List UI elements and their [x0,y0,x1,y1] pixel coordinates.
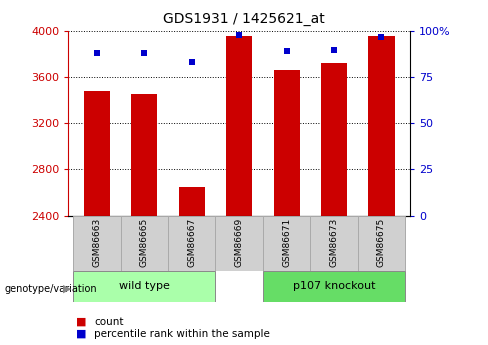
Bar [273,70,300,216]
Text: GSM86663: GSM86663 [92,217,102,267]
Point [188,60,196,65]
Text: GSM86667: GSM86667 [187,217,196,267]
Text: p107 knockout: p107 knockout [293,282,375,291]
Point [283,49,290,54]
Text: ■: ■ [76,317,86,326]
Text: percentile rank within the sample: percentile rank within the sample [94,329,270,339]
Bar [263,216,310,271]
Bar [310,216,358,271]
Bar [358,216,405,271]
Bar [131,95,157,216]
Bar [73,271,215,302]
Text: count: count [94,317,123,326]
Text: GDS1931 / 1425621_at: GDS1931 / 1425621_at [163,12,325,26]
Text: GSM86675: GSM86675 [377,217,386,267]
Bar [179,187,205,216]
Point [235,32,243,38]
Bar [121,216,168,271]
Bar [321,63,347,216]
Text: GSM86669: GSM86669 [235,217,244,267]
Bar [73,216,121,271]
Point [93,50,101,56]
Point [378,34,386,39]
Bar [263,271,405,302]
Text: ▶: ▶ [62,284,71,294]
Text: ■: ■ [76,329,86,339]
Bar [368,36,394,216]
Text: GSM86665: GSM86665 [140,217,149,267]
Point [330,47,338,52]
Bar [215,216,263,271]
Text: genotype/variation: genotype/variation [5,284,98,294]
Bar [84,91,110,216]
Bar [168,216,215,271]
Text: GSM86671: GSM86671 [282,217,291,267]
Text: wild type: wild type [119,282,170,291]
Point [141,50,148,56]
Text: GSM86673: GSM86673 [329,217,339,267]
Bar [226,36,252,216]
